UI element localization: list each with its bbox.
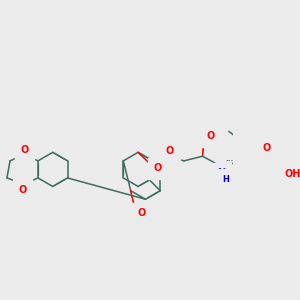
Text: O: O (21, 145, 29, 155)
Text: O: O (18, 184, 27, 195)
Text: O: O (206, 131, 214, 141)
Text: O: O (154, 163, 162, 173)
Text: O: O (166, 146, 174, 156)
Text: OH: OH (285, 169, 300, 179)
Text: O: O (263, 143, 271, 153)
Text: ···: ··· (225, 158, 233, 164)
Text: N: N (217, 168, 225, 178)
Text: H: H (222, 175, 229, 184)
Text: O: O (137, 208, 146, 218)
